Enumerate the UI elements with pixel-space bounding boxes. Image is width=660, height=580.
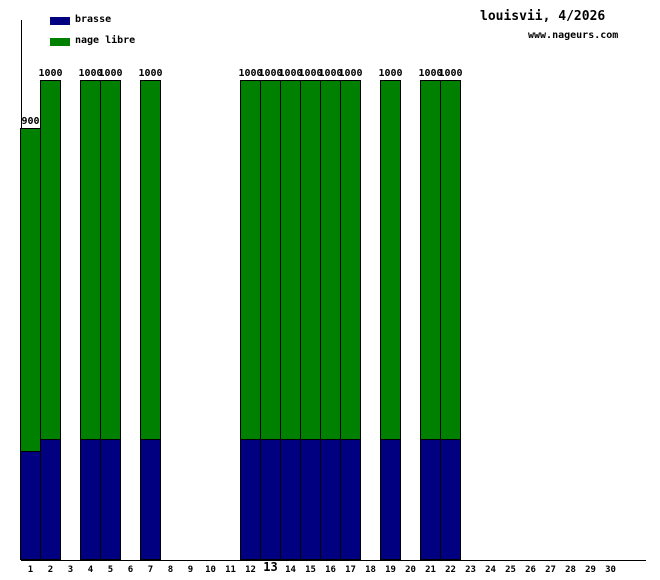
bar-segment-brasse [261, 439, 280, 559]
bar-segment-brasse [21, 451, 40, 559]
bar-day-1 [20, 128, 41, 560]
bar-day-5 [100, 80, 121, 560]
x-axis-label-6: 6 [127, 565, 134, 575]
x-axis-label-1: 1 [27, 565, 34, 575]
bar-segment-brasse [321, 439, 340, 559]
bar-day-22 [440, 80, 461, 560]
bar-value-label: 1000 [338, 68, 363, 79]
bar-day-2 [40, 80, 61, 560]
x-axis-label-25: 25 [505, 565, 516, 575]
bar-value-label: 1000 [258, 68, 283, 79]
x-axis-label-28: 28 [565, 565, 576, 575]
x-axis-label-4: 4 [87, 565, 94, 575]
bar-day-19 [380, 80, 401, 560]
bar-day-17 [340, 80, 361, 560]
legend-swatch-nage-libre [50, 38, 70, 46]
bar-value-label: 1000 [98, 68, 123, 79]
bar-segment-brasse [421, 439, 440, 559]
x-axis-label-29: 29 [585, 565, 596, 575]
bar-day-21 [420, 80, 441, 560]
bar-value-label: 1000 [278, 68, 303, 79]
x-axis-label-30: 30 [605, 565, 616, 575]
x-axis-line [21, 560, 646, 561]
bar-value-label: 1000 [438, 68, 463, 79]
x-axis-label-8: 8 [167, 565, 174, 575]
x-axis-label-16: 16 [325, 565, 336, 575]
x-axis-label-26: 26 [525, 565, 536, 575]
x-axis-label-24: 24 [485, 565, 496, 575]
bar-value-label: 1000 [378, 68, 403, 79]
x-axis-label-10: 10 [205, 565, 216, 575]
x-axis-label-15: 15 [305, 565, 316, 575]
bar-segment-brasse [441, 439, 460, 559]
x-axis-label-2: 2 [47, 565, 54, 575]
x-axis-label-17: 17 [345, 565, 356, 575]
bar-day-16 [320, 80, 341, 560]
x-axis-label-9: 9 [187, 565, 194, 575]
website-text: www.nageurs.com [528, 30, 619, 41]
bar-value-label: 1000 [418, 68, 443, 79]
x-axis-label-3: 3 [67, 565, 74, 575]
x-axis-label-18: 18 [365, 565, 376, 575]
bar-day-15 [300, 80, 321, 560]
bar-segment-brasse [81, 439, 100, 559]
x-axis-label-21: 21 [425, 565, 436, 575]
x-axis-label-23: 23 [465, 565, 476, 575]
x-axis-label-5: 5 [107, 565, 114, 575]
bar-value-label: 900 [21, 116, 40, 127]
bar-value-label: 1000 [138, 68, 163, 79]
bar-segment-brasse [141, 439, 160, 559]
x-axis-label-14: 14 [285, 565, 296, 575]
x-axis-label-27: 27 [545, 565, 556, 575]
bar-value-label: 1000 [238, 68, 263, 79]
x-axis-label-7: 7 [147, 565, 154, 575]
bar-segment-brasse [341, 439, 360, 559]
bar-value-label: 1000 [78, 68, 103, 79]
bar-segment-brasse [41, 439, 60, 559]
bar-segment-brasse [241, 439, 260, 559]
legend-label-brasse: brasse [75, 14, 112, 25]
bar-segment-brasse [281, 439, 300, 559]
legend-label-nage-libre: nage libre [75, 35, 136, 46]
bar-day-12 [240, 80, 261, 560]
bar-day-7 [140, 80, 161, 560]
x-axis-label-12: 12 [245, 565, 256, 575]
x-axis-label-11: 11 [225, 565, 236, 575]
bar-value-label: 1000 [38, 68, 63, 79]
bar-segment-brasse [381, 439, 400, 559]
x-axis-label-13: 13 [263, 560, 278, 574]
bar-segment-brasse [301, 439, 320, 559]
x-axis-label-22: 22 [445, 565, 456, 575]
bar-segment-brasse [101, 439, 120, 559]
x-axis-label-19: 19 [385, 565, 396, 575]
bar-value-label: 1000 [298, 68, 323, 79]
bar-day-4 [80, 80, 101, 560]
x-axis-label-20: 20 [405, 565, 416, 575]
legend-swatch-brasse [50, 17, 70, 25]
chart-title: louisvii, 4/2026 [480, 9, 606, 24]
bar-day-14 [280, 80, 301, 560]
bar-value-label: 1000 [318, 68, 343, 79]
bar-day-13 [260, 80, 281, 560]
